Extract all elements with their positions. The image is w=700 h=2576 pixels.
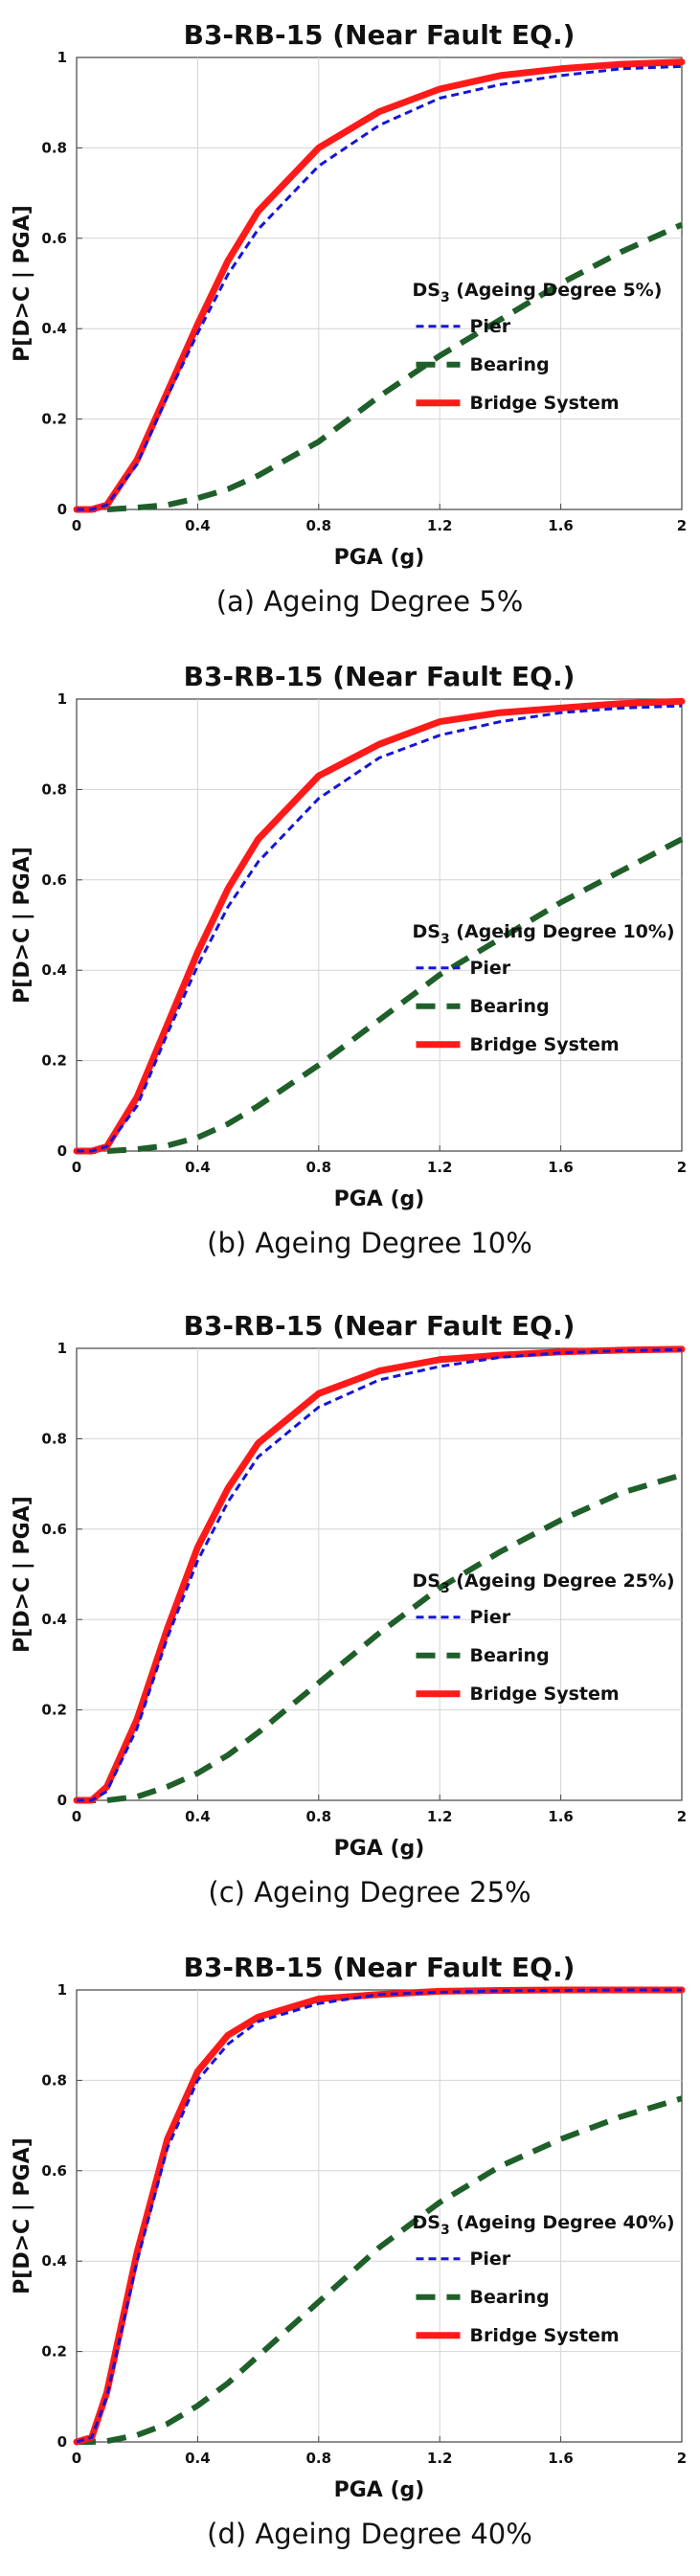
series-line-bearing	[77, 836, 684, 1154]
y-axis-label: P[D>C | PGA]	[11, 1496, 34, 1653]
legend-label: Bridge System	[469, 393, 619, 414]
y-tick-label: 1	[57, 1340, 67, 1357]
legend-label: Bridge System	[469, 1683, 619, 1705]
x-tick-label: 0.8	[306, 2450, 332, 2467]
x-tick-label: 1.6	[548, 1159, 574, 1176]
x-tick-label: 0.4	[185, 2450, 211, 2467]
x-tick-label: 0.4	[185, 1808, 211, 1825]
y-tick-label: 0.4	[41, 320, 67, 337]
y-tick-label: 0.8	[41, 139, 67, 156]
y-tick-label: 0.6	[41, 871, 67, 889]
y-tick-label: 0.4	[41, 1611, 67, 1628]
legend-label: Bridge System	[469, 2325, 619, 2346]
panel-caption: (b) Ageing Degree 10%	[207, 1227, 532, 1259]
x-axis-label: PGA (g)	[334, 1837, 425, 1861]
y-tick-label: 0.4	[41, 961, 67, 979]
x-tick-label: 0.4	[185, 1159, 211, 1176]
y-tick-label: 0.8	[41, 780, 67, 798]
x-tick-label: 0	[72, 1159, 81, 1176]
y-tick-label: 0.6	[41, 230, 67, 247]
x-tick-label: 1.2	[427, 517, 453, 534]
x-tick-label: 2	[677, 1808, 687, 1825]
y-tick-label: 0.6	[41, 1521, 67, 1538]
y-tick-label: 0	[57, 2433, 67, 2451]
plot-area	[76, 1989, 683, 2443]
x-tick-label: 0	[72, 2450, 81, 2467]
legend-label: Bearing	[469, 2287, 549, 2308]
legend-label: Pier	[469, 958, 510, 979]
chart-title: B3-RB-15 (Near Fault EQ.)	[184, 661, 576, 692]
y-tick-label: 0	[57, 1792, 67, 1809]
series-line-pier	[77, 64, 683, 511]
y-tick-label: 0	[57, 501, 67, 518]
panel-caption: (a) Ageing Degree 5%	[216, 585, 524, 618]
y-tick-label: 0.2	[41, 2343, 67, 2361]
y-tick-label: 0.4	[41, 2252, 67, 2270]
plot-area	[76, 698, 683, 1152]
y-axis-label: P[D>C | PGA]	[11, 205, 34, 362]
y-tick-label: 0.2	[41, 1052, 67, 1070]
series-line-pier	[77, 704, 683, 1153]
x-tick-label: 1.6	[548, 1808, 574, 1825]
chart-title: B3-RB-15 (Near Fault EQ.)	[184, 1952, 576, 1983]
chart-panel-2: B3-RB-15 (Near Fault EQ.) 0 0.4 0.8 1.2 1.6 2 0…	[11, 661, 687, 1259]
y-axis-label: P[D>C | PGA]	[11, 2137, 34, 2294]
chart-panel-4: B3-RB-15 (Near Fault EQ.) 0 0.4 0.8 1.2 1.6 2 0…	[11, 1952, 687, 2550]
y-tick-label: 0	[57, 1142, 67, 1160]
x-tick-label: 0	[72, 517, 81, 534]
series-line-bridge-system	[73, 58, 686, 513]
series-line-bearing	[77, 221, 684, 512]
legend-title: DS3 (Ageing Degree 40%)	[412, 2212, 674, 2238]
y-tick-label: 0.8	[41, 1430, 67, 1447]
chart-panel-1: B3-RB-15 (Near Fault EQ.) 0 0.4 0.8 1.2 1.6 2 0…	[11, 19, 687, 618]
x-tick-label: 2	[677, 1159, 687, 1176]
y-tick-label: 1	[57, 49, 67, 66]
x-axis-label: PGA (g)	[334, 1187, 425, 1211]
series-line-pier	[77, 1347, 683, 1802]
y-axis-label: P[D>C | PGA]	[11, 847, 34, 1004]
x-tick-label: 0	[72, 1808, 81, 1825]
y-tick-label: 0.2	[41, 411, 67, 428]
x-tick-label: 0.8	[306, 1159, 332, 1176]
x-tick-label: 1.2	[427, 2450, 453, 2467]
legend-label: Bearing	[469, 354, 549, 375]
legend-label: Pier	[469, 316, 510, 337]
x-tick-label: 0.4	[185, 517, 211, 534]
legend-label: Bearing	[469, 1645, 549, 1666]
y-tick-label: 0.2	[41, 1702, 67, 1719]
legend-label: Pier	[469, 2248, 510, 2270]
legend-label: Bridge System	[469, 1034, 619, 1055]
series-line-bearing	[77, 1472, 683, 1803]
x-tick-label: 2	[677, 2450, 687, 2467]
plot-area	[76, 56, 683, 510]
legend-title: DS3 (Ageing Degree 5%)	[412, 280, 662, 305]
series-line-bearing	[77, 2095, 683, 2445]
x-tick-label: 1.2	[427, 1159, 453, 1176]
x-tick-label: 0.8	[306, 517, 332, 534]
legend-label: Bearing	[469, 996, 549, 1017]
chart-title: B3-RB-15 (Near Fault EQ.)	[184, 1310, 576, 1342]
plot-area	[76, 1347, 683, 1801]
y-tick-label: 1	[57, 690, 67, 708]
x-axis-label: PGA (g)	[334, 2478, 425, 2502]
y-tick-label: 0.8	[41, 2071, 67, 2089]
chart-panel-3: B3-RB-15 (Near Fault EQ.) 0 0.4 0.8 1.2 1.6 2 0…	[11, 1310, 687, 1909]
legend-title: DS3 (Ageing Degree 10%)	[412, 921, 674, 947]
x-axis-label: PGA (g)	[334, 546, 425, 570]
x-tick-label: 1.6	[548, 517, 574, 534]
legend-title: DS3 (Ageing Degree 25%)	[412, 1570, 674, 1596]
x-tick-label: 1.6	[548, 2450, 574, 2467]
panel-caption: (d) Ageing Degree 40%	[207, 2518, 532, 2550]
panel-caption: (c) Ageing Degree 25%	[208, 1876, 531, 1909]
chart-title: B3-RB-15 (Near Fault EQ.)	[184, 19, 576, 51]
x-tick-label: 0.8	[306, 1808, 332, 1825]
y-tick-label: 1	[57, 1981, 67, 1999]
series-line-pier	[76, 1988, 682, 2444]
series-line-bridge-system	[73, 697, 686, 1155]
legend-label: Pier	[469, 1607, 510, 1628]
y-tick-label: 0.6	[41, 2162, 67, 2180]
x-tick-label: 2	[677, 517, 687, 534]
x-tick-label: 1.2	[427, 1808, 453, 1825]
